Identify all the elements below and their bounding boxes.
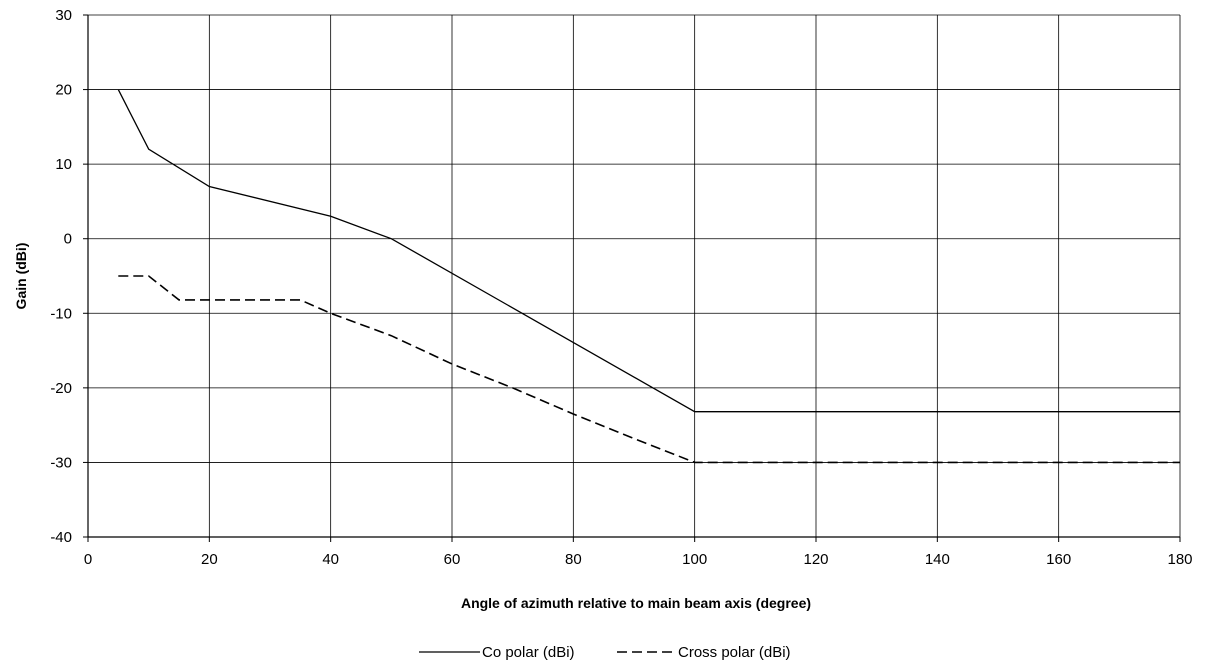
y-tick-label: 20: [55, 82, 72, 99]
legend: Co polar (dBi) Cross polar (dBi): [419, 644, 791, 661]
y-tick-label: -10: [50, 305, 72, 322]
x-tick-label: 140: [925, 551, 950, 568]
co-polar-series-line: [117, 89, 1180, 413]
x-tick-label: 180: [1167, 551, 1192, 568]
legend-cross-polar-label: Cross polar (dBi): [678, 644, 791, 661]
legend-co-polar-label: Co polar (dBi): [482, 644, 575, 661]
y-tick-label: 10: [55, 156, 72, 173]
x-tick-label: 160: [1046, 551, 1071, 568]
tick-labels: 0 20 40 60 80 100 120 140 160 1803020100-10-20-30…: [50, 7, 1192, 568]
y-tick-label: 0: [64, 231, 72, 248]
axes: [83, 14, 1181, 542]
plot-area: [83, 14, 1181, 542]
x-axis-title: Angle of azimuth relative to main beam a…: [461, 595, 811, 611]
y-tick-label: 30: [55, 7, 72, 24]
x-tick-label: 20: [201, 551, 218, 568]
y-tick-label: -30: [50, 454, 72, 471]
y-tick-label: -20: [50, 380, 72, 397]
series-group: [117, 89, 1180, 464]
x-tick-label: 80: [565, 551, 582, 568]
x-tick-label: 60: [444, 551, 461, 568]
gridlines: [88, 14, 1181, 537]
y-axis-title: Gain (dBi): [13, 243, 29, 310]
y-tick-label: -40: [50, 529, 72, 546]
x-tick-label: 0: [84, 551, 92, 568]
x-tick-label: 120: [803, 551, 828, 568]
cross-polar-series-line: [118, 275, 1180, 464]
x-tick-label: 40: [322, 551, 339, 568]
x-tick-label: 100: [682, 551, 707, 568]
